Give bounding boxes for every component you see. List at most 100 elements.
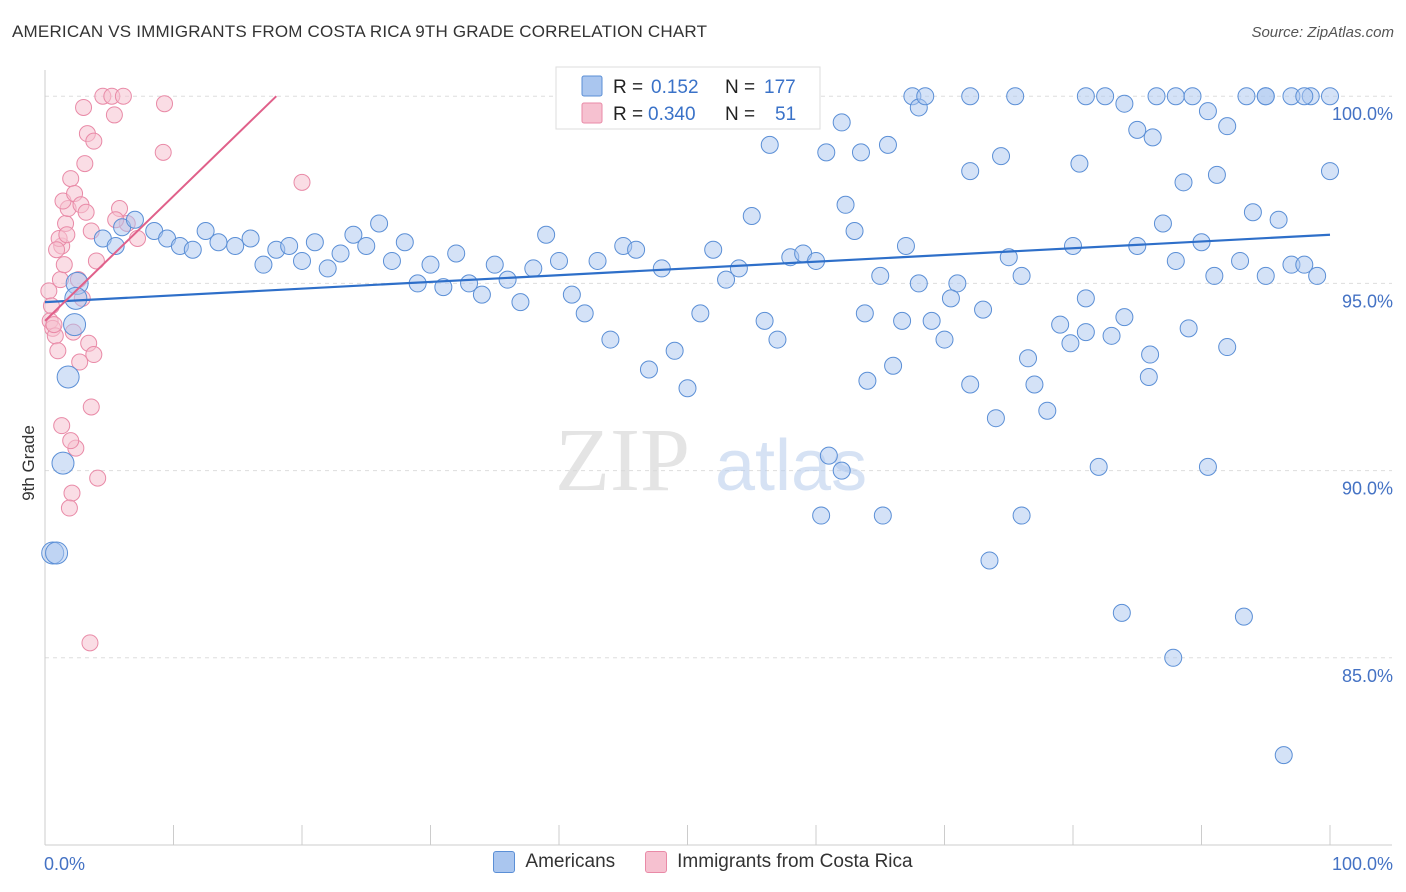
americans-point-34 <box>447 244 466 263</box>
americans-point-17 <box>226 236 245 255</box>
americans-point-81 <box>1051 315 1070 334</box>
y-tick-label-1: 90.0% <box>1342 479 1393 499</box>
americans-point-80 <box>1038 401 1057 420</box>
americans-point-1 <box>64 286 88 310</box>
americans-point-28 <box>370 214 389 233</box>
americans-point-86 <box>1115 308 1134 327</box>
americans-point-75 <box>974 300 993 319</box>
americans-point-109 <box>916 87 935 106</box>
americans-point-111 <box>1076 87 1095 106</box>
immigrants-point-6 <box>49 342 67 360</box>
americans-point-88 <box>1141 345 1160 364</box>
legend-item-immigrants: Immigrants from Costa Rica <box>645 851 913 873</box>
americans-point-18 <box>241 229 260 248</box>
americans-point-130 <box>1143 128 1162 147</box>
legend-n-label-immigrants: N = <box>725 104 755 125</box>
americans-point-126 <box>760 135 779 154</box>
legend-n-label-americans: N = <box>725 77 755 98</box>
americans-point-110 <box>961 87 980 106</box>
americans-point-72 <box>935 330 954 349</box>
immigrants-point-1 <box>42 297 60 315</box>
americans-point-9 <box>125 210 144 229</box>
americans-point-135 <box>878 135 897 154</box>
americans-point-124 <box>832 113 851 132</box>
americans-point-52 <box>678 379 697 398</box>
immigrants-point-28 <box>53 417 71 435</box>
americans-point-138 <box>1174 173 1193 192</box>
americans-point-106 <box>1012 506 1031 525</box>
americans-point-94 <box>1218 338 1237 357</box>
americans-point-32 <box>421 255 440 274</box>
americans-point-76 <box>986 409 1005 428</box>
legend-bottom-swatch-americans <box>493 851 516 873</box>
americans-point-53 <box>691 304 710 323</box>
y-tick-label-0: 85.0% <box>1342 666 1393 686</box>
immigrants-point-8 <box>55 256 73 274</box>
americans-point-77 <box>999 248 1018 267</box>
legend-bottom-label-immigrants: Immigrants from Costa Rica <box>677 851 913 872</box>
americans-point-132 <box>1256 87 1275 106</box>
legend-n-value-americans: 177 <box>764 77 796 98</box>
americans-point-137 <box>1070 154 1089 173</box>
americans-point-101 <box>1308 266 1327 285</box>
americans-point-48 <box>627 240 646 259</box>
axes <box>44 70 1392 846</box>
immigrants-point-32 <box>60 499 78 517</box>
americans-point-39 <box>511 293 530 312</box>
legend-top: R = 0.152 N = 177 R = 0.340 N = 51 <box>555 66 821 130</box>
americans-point-128 <box>961 162 980 181</box>
americans-point-2 <box>63 313 87 337</box>
americans-point-4 <box>51 451 75 475</box>
americans-point-57 <box>742 207 761 226</box>
immigrants-point-19 <box>87 252 105 270</box>
americans-point-43 <box>562 285 581 304</box>
americans-point-97 <box>1256 266 1275 285</box>
americans-point-37 <box>485 255 504 274</box>
americans-point-114 <box>1147 87 1166 106</box>
immigrants-point-34 <box>76 155 94 173</box>
y-axis-label: 9th Grade <box>19 425 38 501</box>
immigrants-point-31 <box>63 484 81 502</box>
immigrants-point-43 <box>85 132 103 150</box>
immigrants-point-46 <box>129 229 147 247</box>
americans-point-123 <box>1006 87 1025 106</box>
americans-trend-line <box>44 233 1331 304</box>
immigrants-point-49 <box>58 226 76 244</box>
americans-point-19 <box>254 255 273 274</box>
americans-point-14 <box>183 240 202 259</box>
immigrants-point-39 <box>105 106 123 124</box>
americans-point-102 <box>1321 162 1339 181</box>
americans-point-115 <box>1166 87 1185 106</box>
americans-point-15 <box>196 221 215 240</box>
americans-point-66 <box>858 371 877 390</box>
americans-point-89 <box>1153 214 1172 233</box>
americans-point-74 <box>961 375 980 394</box>
americans-point-26 <box>344 225 363 244</box>
americans-point-16 <box>209 233 228 252</box>
americans-point-51 <box>665 341 684 360</box>
americans-point-96 <box>1243 203 1262 222</box>
immigrants-point-25 <box>85 346 103 364</box>
immigrants-point-30 <box>89 469 107 487</box>
immigrants-point-29 <box>62 432 80 450</box>
americans-point-122 <box>1321 87 1339 106</box>
americans-point-6 <box>45 541 69 565</box>
americans-point-133 <box>1295 87 1314 106</box>
americans-point-65 <box>845 221 864 240</box>
americans-point-69 <box>896 236 915 255</box>
americans-point-140 <box>1112 603 1131 622</box>
americans-point-67 <box>871 266 890 285</box>
series-americans-points <box>41 87 1339 765</box>
americans-point-79 <box>1025 375 1044 394</box>
immigrants-point-42 <box>154 143 172 161</box>
americans-point-25 <box>331 244 350 263</box>
legend-bottom-label-americans: Americans <box>525 851 616 872</box>
americans-point-41 <box>537 225 556 244</box>
americans-point-136 <box>992 147 1011 166</box>
americans-point-85 <box>1102 326 1121 345</box>
americans-point-146 <box>1019 349 1038 368</box>
legend-item-americans: Americans <box>493 851 615 873</box>
legend-bottom-swatch-immigrants <box>645 851 668 873</box>
immigrants-point-26 <box>82 398 100 416</box>
americans-point-147 <box>1061 334 1080 353</box>
